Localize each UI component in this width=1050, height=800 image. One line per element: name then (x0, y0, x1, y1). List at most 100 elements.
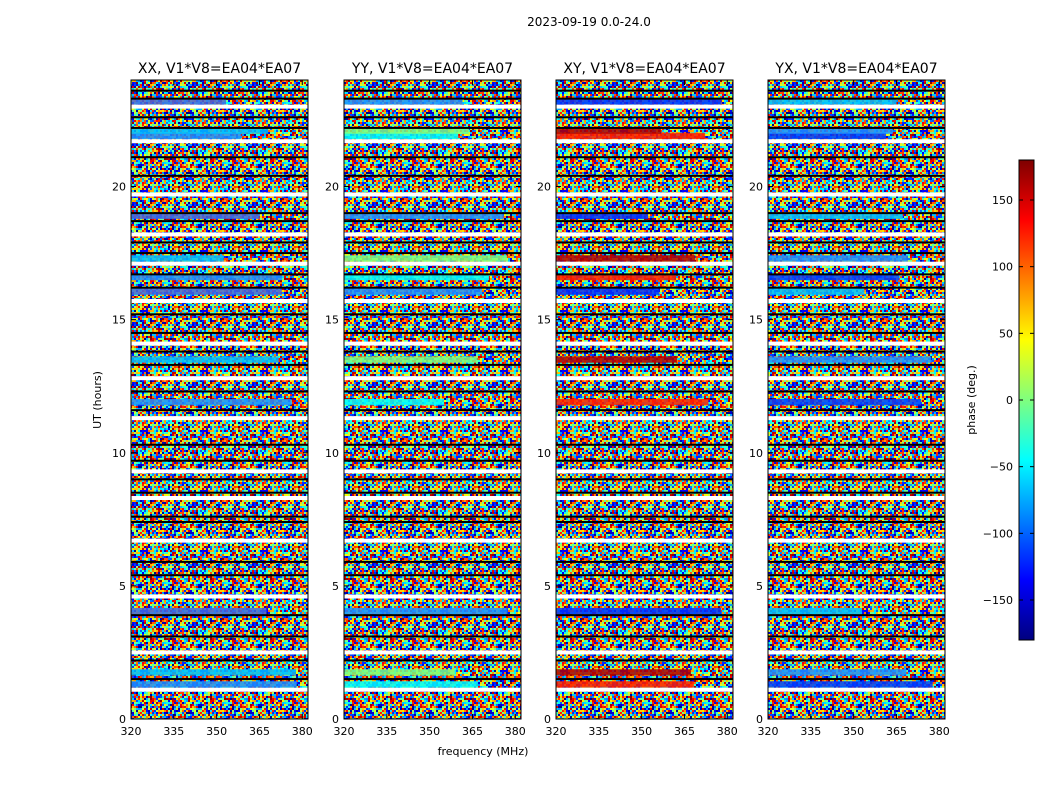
coherent-band (556, 356, 677, 362)
x-tick-label: 335 (163, 725, 184, 738)
coherent-band (768, 255, 908, 261)
flagged-row (556, 252, 733, 254)
flagged-row (344, 220, 521, 222)
coherent-band (344, 608, 508, 614)
flagged-row (131, 287, 308, 289)
y-tick-label: 0 (119, 713, 126, 726)
flagged-row (344, 539, 521, 543)
flagged-row (344, 127, 521, 129)
flagged-row (131, 574, 308, 576)
flagged-row (768, 376, 945, 380)
coherent-band (131, 255, 224, 261)
colorbar-tick-label: 50 (999, 327, 1013, 340)
x-tick-label: 320 (546, 725, 567, 738)
flagged-row (768, 105, 945, 109)
flagged-row (768, 688, 945, 692)
flagged-row (131, 116, 308, 118)
flagged-row (768, 98, 945, 100)
coherent-band (131, 288, 282, 294)
colorbar: 150100500−50−100−150phase (deg.) (965, 160, 1034, 640)
flagged-row (768, 252, 945, 254)
x-tick-label: 335 (800, 725, 821, 738)
flagged-row (344, 156, 521, 158)
flagged-row (556, 156, 733, 158)
panel-title: YX, V1*V8=EA04*EA07 (774, 61, 937, 77)
x-tick-label: 350 (206, 725, 227, 738)
flagged-row (556, 342, 733, 346)
flagged-row (556, 175, 733, 177)
flagged-row (131, 364, 308, 366)
flagged-row (344, 391, 521, 393)
flagged-row (131, 391, 308, 393)
panel-yy: YY, V1*V8=EA04*EA07 320 335 350 365 380 0 5 10 15… (325, 61, 526, 738)
coherent-band (768, 356, 931, 362)
flagged-row (768, 273, 945, 275)
flagged-row (768, 444, 945, 446)
flagged-row (556, 561, 733, 563)
flagged-row (768, 90, 945, 92)
y-tick-label: 15 (112, 314, 126, 327)
flagged-row (131, 127, 308, 129)
flagged-row (344, 521, 521, 523)
flagged-row (131, 469, 308, 473)
panel-title: XY, V1*V8=EA04*EA07 (563, 61, 725, 77)
flagged-row (344, 232, 521, 236)
flagged-row (768, 299, 945, 303)
flagged-row (344, 409, 521, 411)
colorbar-tick-label: −50 (990, 461, 1013, 474)
y-tick-label: 10 (537, 447, 551, 460)
flagged-row (768, 574, 945, 576)
flagged-row (344, 416, 521, 420)
flagged-row (131, 521, 308, 523)
flagged-row (768, 262, 945, 266)
flagged-row (556, 127, 733, 129)
flagged-row (131, 376, 308, 380)
flagged-row (344, 574, 521, 576)
coherent-band (131, 399, 292, 405)
flagged-row (131, 273, 308, 275)
flagged-row (768, 212, 945, 214)
flagged-row (556, 416, 733, 420)
flagged-row (768, 364, 945, 366)
coherent-band (768, 681, 933, 687)
flagged-row (131, 416, 308, 420)
coherent-band (344, 356, 478, 362)
flagged-row (768, 232, 945, 236)
coherent-band (556, 399, 708, 405)
y-tick-label: 10 (325, 447, 339, 460)
flagged-row (344, 635, 521, 637)
x-tick-label: 320 (334, 725, 355, 738)
y-tick-label: 5 (332, 580, 339, 593)
y-tick-label: 5 (119, 580, 126, 593)
y-tick-label: 20 (537, 181, 551, 194)
flagged-row (131, 635, 308, 637)
flagged-row (768, 469, 945, 473)
flagged-row (556, 635, 733, 637)
flagged-row (344, 192, 521, 196)
flagged-row (344, 332, 521, 334)
flagged-row (131, 212, 308, 214)
flagged-row (344, 287, 521, 289)
y-tick-label: 15 (749, 314, 763, 327)
flagged-row (131, 659, 308, 661)
x-tick-label: 335 (376, 725, 397, 738)
flagged-row (556, 539, 733, 543)
flagged-row (131, 156, 308, 158)
flagged-row (768, 416, 945, 420)
coherent-band (344, 255, 507, 261)
flagged-row (344, 273, 521, 275)
y-tick-label: 0 (332, 713, 339, 726)
y-tick-label: 5 (544, 580, 551, 593)
flagged-row (768, 220, 945, 222)
x-tick-label: 380 (505, 725, 526, 738)
y-tick-label: 10 (112, 447, 126, 460)
flagged-row (768, 175, 945, 177)
flagged-row (131, 332, 308, 334)
colorbar-tick-label: −100 (983, 527, 1013, 540)
coherent-band (344, 288, 482, 294)
flagged-row (768, 351, 945, 353)
flagged-row (344, 262, 521, 266)
flagged-row (768, 650, 945, 654)
coherent-band (131, 608, 267, 614)
flagged-row (556, 299, 733, 303)
